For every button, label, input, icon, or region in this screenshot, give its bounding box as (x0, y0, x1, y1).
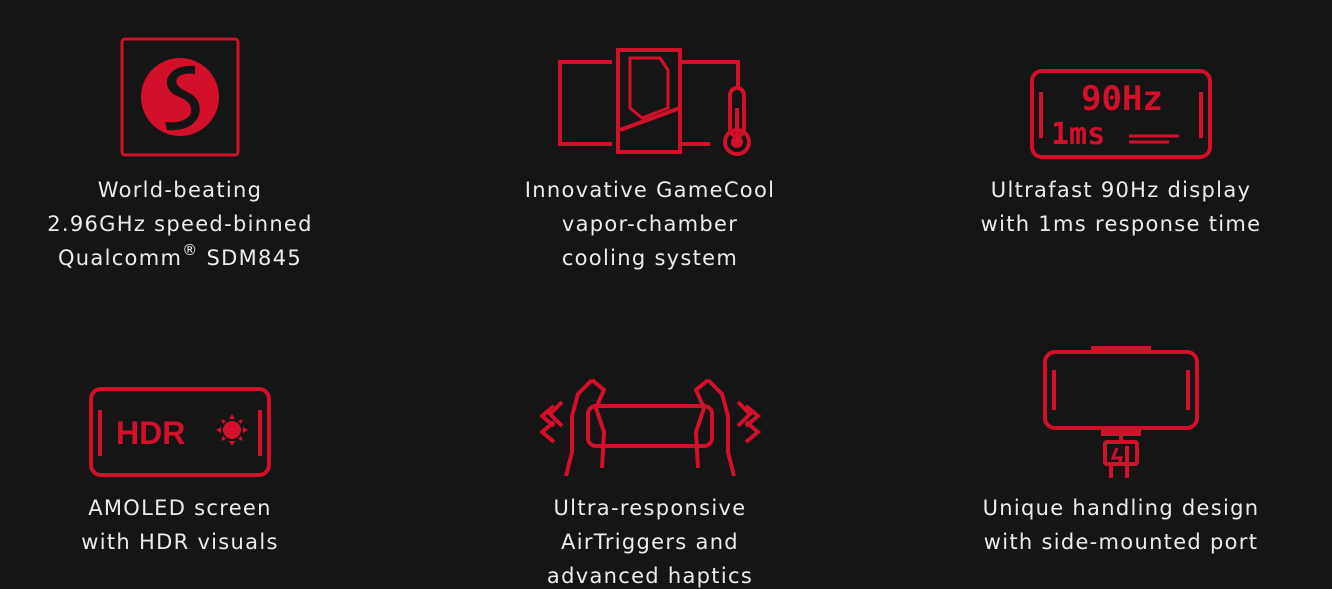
side-port-phone-icon (921, 346, 1321, 480)
caption-line: with side-mounted port (983, 530, 1259, 554)
caption-line: Ultrafast 90Hz display (990, 178, 1252, 202)
feature-caption: AMOLED screen with HDR visuals (0, 491, 380, 559)
caption-line: Innovative GameCool (524, 178, 776, 202)
90hz-display-icon: 90Hz 1ms (921, 68, 1321, 160)
snapdragon-chip-icon (0, 36, 380, 158)
caption-line: Unique handling design (982, 496, 1260, 520)
hdr-screen-icon: HDR (0, 386, 380, 478)
gamecool-thermometer-icon (450, 48, 850, 158)
airtriggers-hands-icon (450, 372, 850, 478)
caption-line: AirTriggers and (561, 530, 739, 554)
caption-line: AMOLED screen (88, 496, 272, 520)
caption-line: Qualcomm® SDM845 (57, 241, 303, 271)
feature-caption: Ultra-responsive AirTriggers and advance… (450, 491, 850, 589)
caption-line: with 1ms response time (980, 212, 1262, 236)
svg-text:1ms: 1ms (1051, 117, 1105, 152)
svg-text:HDR: HDR (116, 415, 185, 451)
caption-line: vapor-chamber (561, 212, 739, 236)
caption-line: with HDR visuals (81, 530, 279, 554)
feature-caption: Innovative GameCool vapor-chamber coolin… (450, 173, 850, 275)
caption-line: Ultra-responsive (553, 496, 747, 520)
caption-line: World-beating (97, 178, 263, 202)
caption-line: advanced haptics (546, 564, 754, 588)
svg-text:90Hz: 90Hz (1081, 79, 1163, 119)
caption-line: 2.96GHz speed-binned (47, 212, 313, 236)
feature-caption: World-beating 2.96GHz speed-binned Qualc… (0, 173, 380, 275)
registered-mark: ® (182, 241, 199, 259)
feature-caption: Unique handling design with side-mounted… (921, 491, 1321, 559)
feature-caption: Ultrafast 90Hz display with 1ms response… (921, 173, 1321, 241)
caption-line: cooling system (561, 246, 739, 270)
